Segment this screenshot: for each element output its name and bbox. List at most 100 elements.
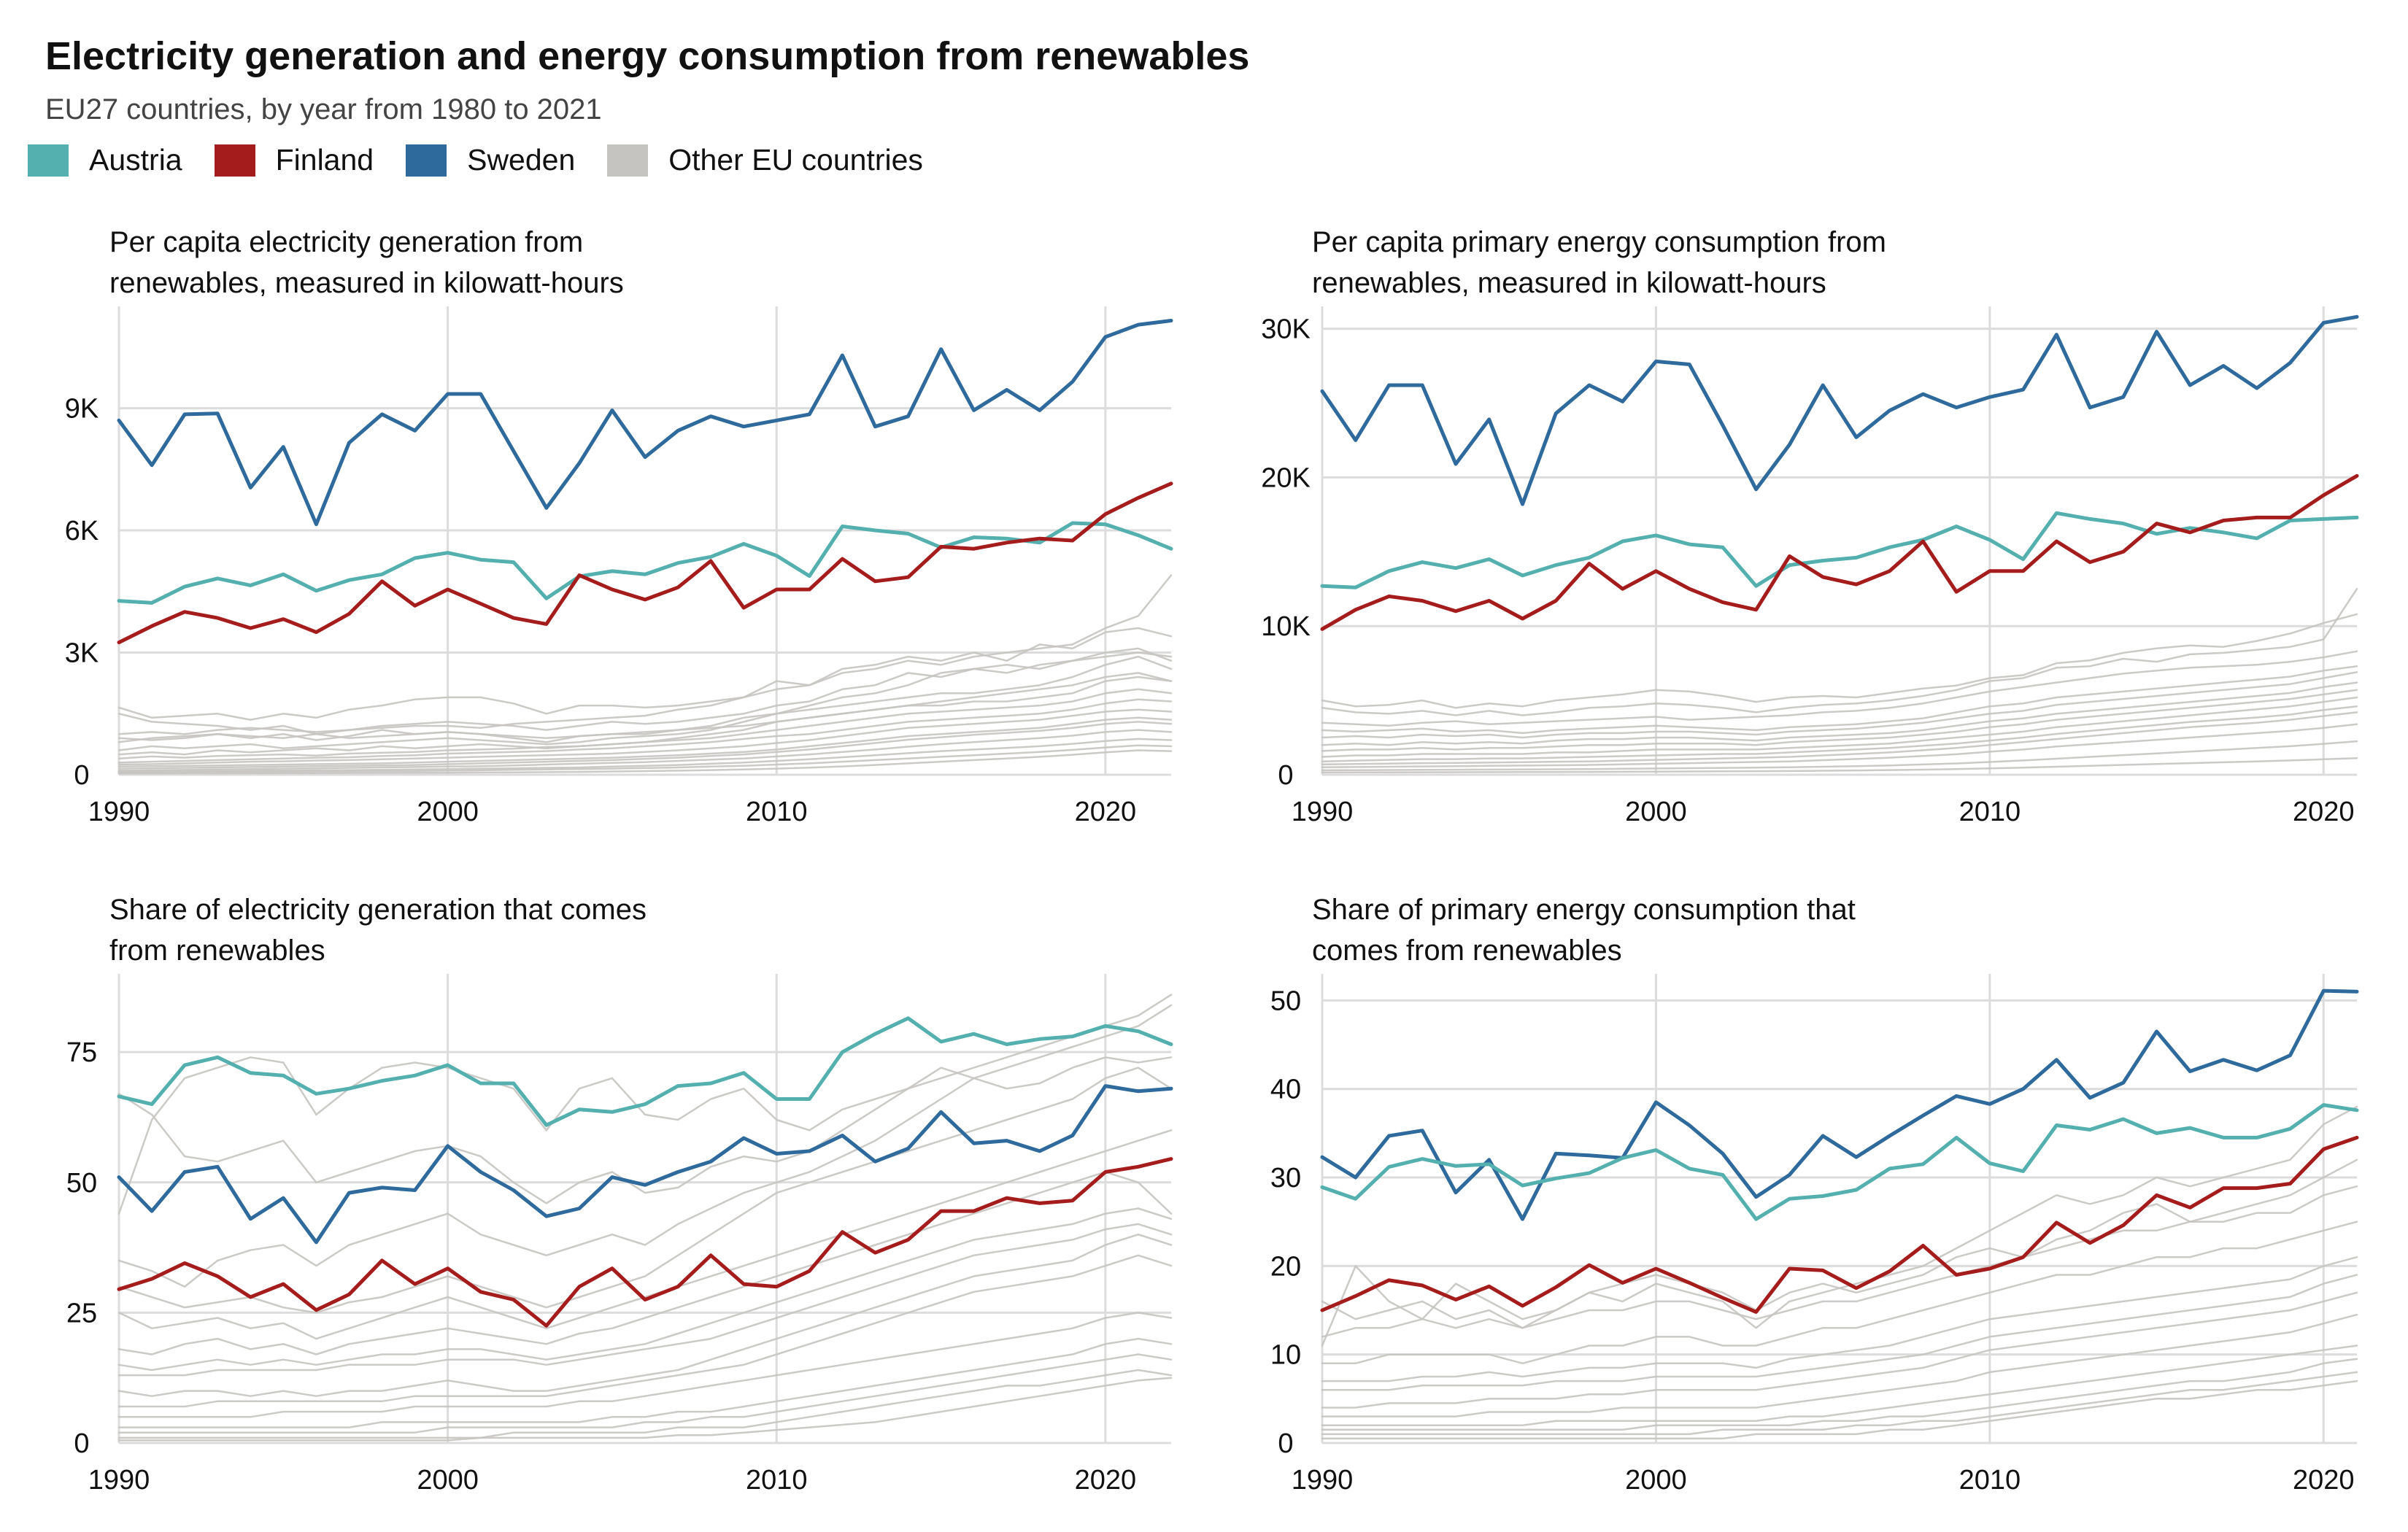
y-tick-label: 6K [65, 516, 99, 546]
series-line-other-3 [1321, 665, 2358, 735]
chart-title: Electricity generation and energy consum… [45, 34, 1250, 78]
legend-label-austria: Austria [89, 143, 182, 177]
panel-title-line: Per capita primary energy consumption fr… [1312, 226, 1886, 258]
y-tick-label: 3K [65, 638, 99, 669]
series-line-sweden [1320, 989, 2359, 1221]
series-line-finland [117, 1157, 1173, 1328]
series-line-other-1 [117, 994, 1173, 1204]
series-line-other-7 [1321, 696, 2358, 758]
series-line-finland [1320, 1135, 2359, 1314]
series-line-other-7 [117, 688, 1173, 759]
series-line-other-10 [1321, 1371, 2358, 1436]
series-line-other-10 [117, 716, 1173, 768]
series-line-other-6 [1321, 1291, 2358, 1409]
series-line-other-2 [1321, 650, 2358, 727]
panel-title-line: Share of electricity generation that com… [109, 894, 647, 926]
series-line-other-4 [117, 1129, 1173, 1340]
series-line-other-3 [117, 1067, 1173, 1314]
y-tick-label: 0 [1278, 1428, 1293, 1459]
series-line-other-9 [117, 1254, 1173, 1408]
series-line-other-14 [117, 1377, 1173, 1442]
y-tick-label: 30K [1261, 314, 1311, 345]
panel-4: Share of primary energy consumption that… [1270, 894, 2359, 1496]
series-line-finland [117, 481, 1173, 645]
legend-label-other: Other EU countries [668, 143, 923, 177]
legend-item-finland[interactable]: Finland [214, 143, 374, 177]
series-line-other-2 [117, 574, 1173, 735]
legend-swatch-austria [28, 144, 69, 177]
series-line-other-10 [117, 1312, 1173, 1418]
x-tick-label: 1990 [88, 797, 150, 827]
series-line-other-7 [117, 1223, 1173, 1377]
x-tick-label: 2020 [2293, 797, 2355, 827]
legend-label-sweden: Sweden [467, 143, 576, 177]
series-line-other-12 [1321, 757, 2358, 774]
panel-2: Per capita primary energy consumption fr… [1261, 226, 2359, 827]
series-line-other-4 [1321, 1256, 2358, 1382]
x-tick-label: 2000 [1625, 797, 1687, 827]
panel-title-line: Share of primary energy consumption that [1312, 894, 1856, 926]
x-tick-label: 1990 [1292, 797, 1354, 827]
series-line-other-13 [117, 1369, 1173, 1439]
series-line-austria [1320, 1103, 2359, 1221]
series-line-other-4 [117, 672, 1173, 743]
series-line-other-5 [117, 655, 1173, 751]
panel-title-line: from renewables [109, 935, 325, 967]
x-tick-label: 2000 [1625, 1465, 1687, 1496]
series-line-other-5 [1321, 1274, 2358, 1391]
series-line-austria [117, 1016, 1173, 1127]
y-tick-label: 0 [74, 1428, 89, 1459]
y-tick-label: 9K [65, 394, 99, 425]
y-tick-label: 30 [1270, 1163, 1301, 1194]
series-line-other-13 [117, 738, 1173, 773]
series-line-other-14 [117, 744, 1173, 774]
legend-item-austria[interactable]: Austria [28, 143, 182, 177]
x-tick-label: 1990 [1292, 1465, 1354, 1496]
x-tick-label: 2020 [1075, 1465, 1137, 1496]
y-tick-label: 50 [1270, 986, 1301, 1016]
y-tick-label: 0 [74, 760, 89, 791]
legend-item-other[interactable]: Other EU countries [607, 143, 923, 177]
y-tick-label: 75 [66, 1037, 97, 1068]
y-tick-label: 10K [1261, 611, 1311, 642]
y-tick-label: 10 [1270, 1340, 1301, 1371]
legend-item-sweden[interactable]: Sweden [406, 143, 575, 177]
series-line-other-3 [1321, 1220, 2358, 1365]
series-line-other-9 [117, 708, 1173, 766]
legend-swatch-sweden [406, 144, 447, 177]
series-line-other-4 [1321, 671, 2358, 739]
panel-title-line: comes from renewables [1312, 935, 1622, 967]
x-tick-label: 2010 [746, 797, 808, 827]
series-line-other-0 [1321, 1105, 2358, 1347]
series-line-other-2 [1321, 1185, 2358, 1338]
series-line-other-11 [1321, 1380, 2358, 1440]
x-tick-label: 2010 [1959, 1465, 2021, 1496]
series-line-other-0 [117, 1056, 1173, 1215]
panel-title-line: renewables, measured in kilowatt-hours [109, 267, 624, 299]
y-tick-label: 40 [1270, 1075, 1301, 1105]
series-line-other-12 [117, 729, 1173, 772]
panel-1: Per capita electricity generation from re… [65, 226, 1173, 827]
series-line-sweden [1320, 314, 2359, 506]
series-line-other-1 [1321, 1158, 2358, 1329]
series-line-sweden [117, 319, 1173, 527]
x-tick-label: 2000 [417, 797, 479, 827]
series-line-other-8 [1321, 1345, 2358, 1426]
x-tick-label: 2020 [1075, 797, 1137, 827]
series-line-austria [117, 521, 1173, 605]
series-line-other-9 [1321, 711, 2358, 765]
x-tick-label: 2010 [746, 1465, 808, 1496]
series-line-other-8 [1321, 705, 2358, 762]
series-line-other-7 [1321, 1313, 2358, 1417]
series-line-other-11 [1321, 740, 2358, 772]
series-line-other-11 [117, 721, 1173, 770]
series-line-other-10 [1321, 723, 2358, 769]
y-tick-label: 25 [66, 1298, 97, 1328]
series-line-austria [1320, 511, 2359, 589]
series-line-other-9 [1321, 1358, 2358, 1431]
legend: Austria Finland Sweden Other EU countrie… [28, 143, 955, 177]
x-tick-label: 2020 [2293, 1465, 2355, 1496]
series-line-other-1 [1321, 587, 2358, 716]
series-line-other-0 [1321, 613, 2358, 709]
